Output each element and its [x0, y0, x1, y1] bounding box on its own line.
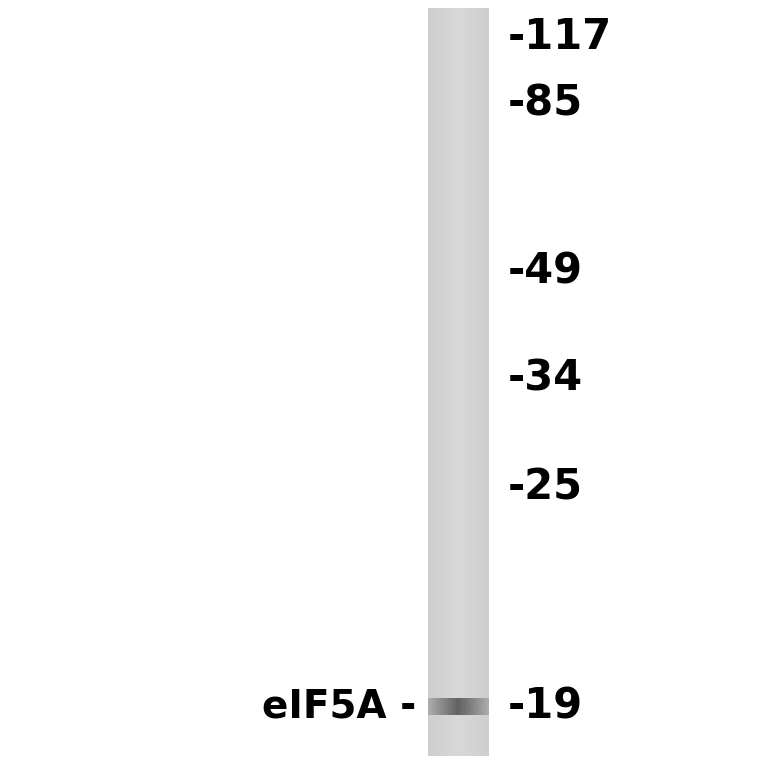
Bar: [474, 8, 475, 756]
Bar: [469, 8, 471, 756]
Bar: [461, 698, 463, 715]
Bar: [432, 8, 434, 756]
Bar: [477, 8, 478, 756]
Bar: [454, 8, 456, 756]
Bar: [478, 8, 481, 756]
Bar: [474, 698, 477, 715]
Bar: [475, 8, 477, 756]
Text: -85: -85: [508, 83, 583, 124]
Bar: [487, 698, 490, 715]
Bar: [460, 8, 461, 756]
Bar: [456, 698, 458, 715]
Text: -117: -117: [508, 16, 612, 57]
Bar: [428, 8, 429, 756]
Bar: [434, 698, 436, 715]
Bar: [442, 8, 443, 756]
Text: -25: -25: [508, 467, 583, 508]
Text: eIF5A -: eIF5A -: [262, 688, 416, 726]
Bar: [448, 698, 451, 715]
Bar: [471, 698, 473, 715]
Bar: [481, 8, 483, 756]
Bar: [435, 8, 438, 756]
Bar: [445, 8, 447, 756]
Bar: [487, 8, 490, 756]
Bar: [466, 8, 468, 756]
Bar: [428, 698, 430, 715]
Bar: [480, 8, 482, 756]
Bar: [452, 698, 455, 715]
Text: -49: -49: [508, 251, 583, 292]
Bar: [477, 698, 479, 715]
Bar: [431, 8, 433, 756]
Bar: [481, 698, 483, 715]
Bar: [465, 8, 466, 756]
Text: -34: -34: [508, 358, 583, 399]
Bar: [462, 698, 465, 715]
Bar: [458, 698, 461, 715]
Text: -19: -19: [508, 686, 583, 727]
Bar: [446, 8, 448, 756]
Bar: [440, 8, 442, 756]
Bar: [457, 8, 458, 756]
Bar: [472, 8, 474, 756]
Bar: [452, 8, 454, 756]
Bar: [430, 698, 432, 715]
Bar: [483, 8, 485, 756]
Bar: [440, 698, 442, 715]
Bar: [468, 8, 469, 756]
Bar: [458, 8, 461, 756]
Bar: [429, 8, 432, 756]
Bar: [461, 8, 463, 756]
Bar: [485, 698, 487, 715]
Bar: [428, 8, 489, 756]
Bar: [486, 8, 487, 756]
Bar: [448, 8, 449, 756]
Bar: [438, 698, 441, 715]
Bar: [446, 698, 448, 715]
Bar: [484, 8, 487, 756]
Bar: [471, 8, 472, 756]
Bar: [432, 698, 434, 715]
Bar: [455, 698, 457, 715]
Bar: [479, 698, 481, 715]
Bar: [442, 698, 445, 715]
Bar: [451, 8, 452, 756]
Bar: [443, 8, 445, 756]
Bar: [436, 698, 439, 715]
Bar: [439, 8, 441, 756]
Bar: [449, 8, 452, 756]
Bar: [455, 8, 457, 756]
Bar: [444, 698, 446, 715]
Bar: [437, 8, 439, 756]
Bar: [483, 698, 485, 715]
Bar: [468, 698, 471, 715]
Bar: [465, 698, 467, 715]
Bar: [463, 8, 465, 756]
Bar: [450, 698, 452, 715]
Bar: [473, 698, 475, 715]
Bar: [467, 698, 469, 715]
Bar: [434, 8, 436, 756]
